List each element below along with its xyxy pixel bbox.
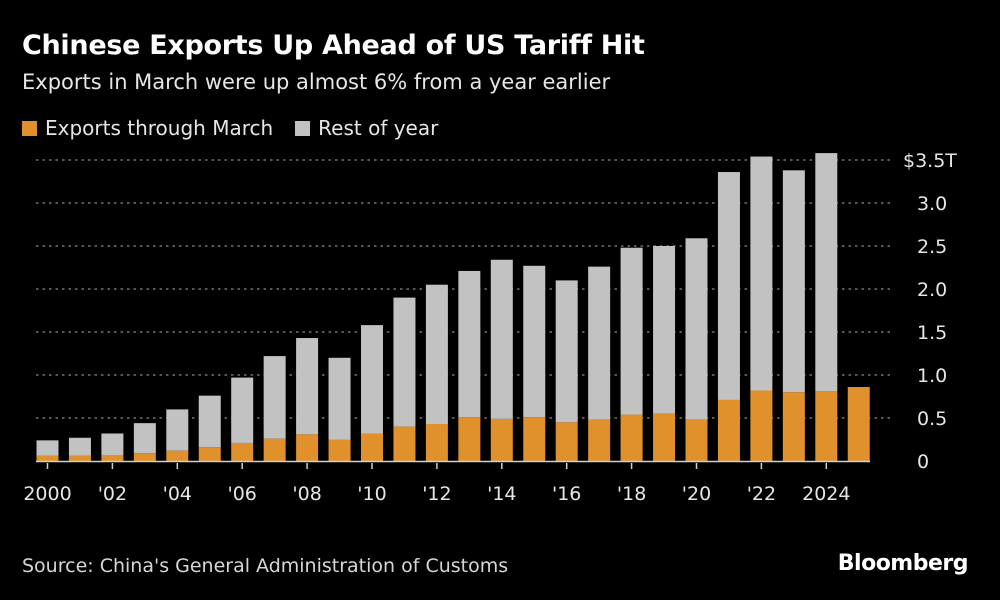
bar-rest-of-year bbox=[68, 437, 91, 456]
bar-rest-of-year bbox=[523, 265, 546, 418]
bar-exports-through-march bbox=[523, 417, 546, 461]
bar-rest-of-year bbox=[198, 395, 221, 448]
bar-rest-of-year bbox=[490, 259, 513, 419]
bar-rest-of-year bbox=[296, 338, 319, 435]
legend-swatch bbox=[22, 120, 37, 136]
x-tick-label: '06 bbox=[227, 483, 256, 505]
bar-rest-of-year bbox=[133, 423, 156, 454]
bar-rest-of-year bbox=[101, 433, 124, 455]
bar-rest-of-year bbox=[36, 440, 59, 456]
legend: Exports through March Rest of year bbox=[22, 116, 438, 140]
bar-rest-of-year bbox=[555, 280, 578, 423]
bar-exports-through-march bbox=[555, 422, 578, 461]
bar-exports-through-march bbox=[750, 390, 773, 461]
bar-rest-of-year bbox=[328, 357, 351, 440]
bar-rest-of-year bbox=[685, 238, 708, 420]
bar-exports-through-march bbox=[490, 418, 513, 461]
bar-rest-of-year bbox=[425, 284, 448, 425]
x-tick-label: '08 bbox=[292, 483, 321, 505]
bar-rest-of-year bbox=[588, 266, 611, 420]
bar-rest-of-year bbox=[750, 156, 773, 391]
x-tick-label: '14 bbox=[487, 483, 516, 505]
bar-exports-through-march bbox=[782, 392, 805, 461]
bar-rest-of-year bbox=[815, 153, 838, 392]
bar-rest-of-year bbox=[393, 297, 416, 427]
bar-exports-through-march bbox=[198, 447, 221, 461]
bar-rest-of-year bbox=[620, 247, 643, 415]
bar-rest-of-year bbox=[231, 377, 254, 443]
x-tick-label: '04 bbox=[163, 483, 192, 505]
bar-rest-of-year bbox=[717, 172, 740, 400]
bar-rest-of-year bbox=[653, 246, 676, 414]
bar-exports-through-march bbox=[263, 438, 286, 461]
y-tick-label: 1.5 bbox=[917, 322, 947, 344]
bar-exports-through-march bbox=[36, 455, 59, 461]
bar-rest-of-year bbox=[458, 270, 481, 418]
legend-label: Rest of year bbox=[318, 116, 439, 140]
bar-exports-through-march bbox=[361, 433, 383, 461]
chart-title: Chinese Exports Up Ahead of US Tariff Hi… bbox=[22, 30, 645, 61]
bar-exports-through-march bbox=[685, 419, 708, 461]
bar-exports-through-march bbox=[620, 414, 643, 461]
bar-exports-through-march bbox=[133, 453, 156, 461]
legend-label: Exports through March bbox=[45, 116, 274, 140]
bar-exports-through-march bbox=[425, 424, 448, 461]
x-tick-label: '20 bbox=[682, 483, 711, 505]
y-tick-label: 2.5 bbox=[917, 236, 947, 258]
y-tick-label: 0 bbox=[917, 451, 929, 473]
bar-exports-through-march bbox=[231, 442, 254, 461]
bar-exports-through-march bbox=[393, 426, 416, 461]
bar-rest-of-year bbox=[263, 356, 286, 439]
source-note: Source: China's General Administration o… bbox=[22, 555, 509, 577]
bar-rest-of-year bbox=[166, 409, 189, 451]
y-tick-label: 2.0 bbox=[917, 279, 947, 301]
legend-item-rest-of-year: Rest of year bbox=[295, 116, 438, 140]
bar-rest-of-year bbox=[782, 170, 805, 393]
x-tick-label: 2024 bbox=[802, 483, 850, 505]
bar-rest-of-year bbox=[361, 325, 383, 434]
x-tick-label: '10 bbox=[357, 483, 386, 505]
bar-exports-through-march bbox=[101, 454, 124, 461]
bloomberg-logo: Bloomberg bbox=[837, 551, 969, 576]
bar-exports-through-march bbox=[847, 387, 870, 461]
chart-subtitle: Exports in March were up almost 6% from … bbox=[22, 70, 611, 94]
x-tick-label: '18 bbox=[617, 483, 646, 505]
legend-swatch bbox=[295, 120, 311, 136]
bar-exports-through-march bbox=[328, 439, 351, 461]
bar-exports-through-march bbox=[717, 399, 740, 461]
y-tick-label: 0.5 bbox=[917, 408, 947, 430]
x-tick-label: 2000 bbox=[23, 483, 71, 505]
y-tick-label: 3.0 bbox=[917, 193, 947, 215]
bar-exports-through-march bbox=[68, 455, 91, 461]
y-tick-label: 1.0 bbox=[917, 365, 947, 387]
x-tick-label: '02 bbox=[98, 483, 127, 505]
bar-exports-through-march bbox=[588, 419, 611, 461]
bar-exports-through-march bbox=[296, 434, 319, 461]
x-tick-label: '16 bbox=[552, 483, 581, 505]
bar-exports-through-march bbox=[458, 417, 481, 461]
x-tick-label: '22 bbox=[747, 483, 776, 505]
x-tick-label: '12 bbox=[422, 483, 451, 505]
bar-exports-through-march bbox=[815, 391, 838, 461]
bar-exports-through-march bbox=[166, 450, 189, 461]
legend-item-exports-through-march: Exports through March bbox=[22, 116, 273, 140]
y-tick-label: $3.5T bbox=[903, 150, 957, 172]
bar-exports-through-march bbox=[653, 413, 676, 461]
